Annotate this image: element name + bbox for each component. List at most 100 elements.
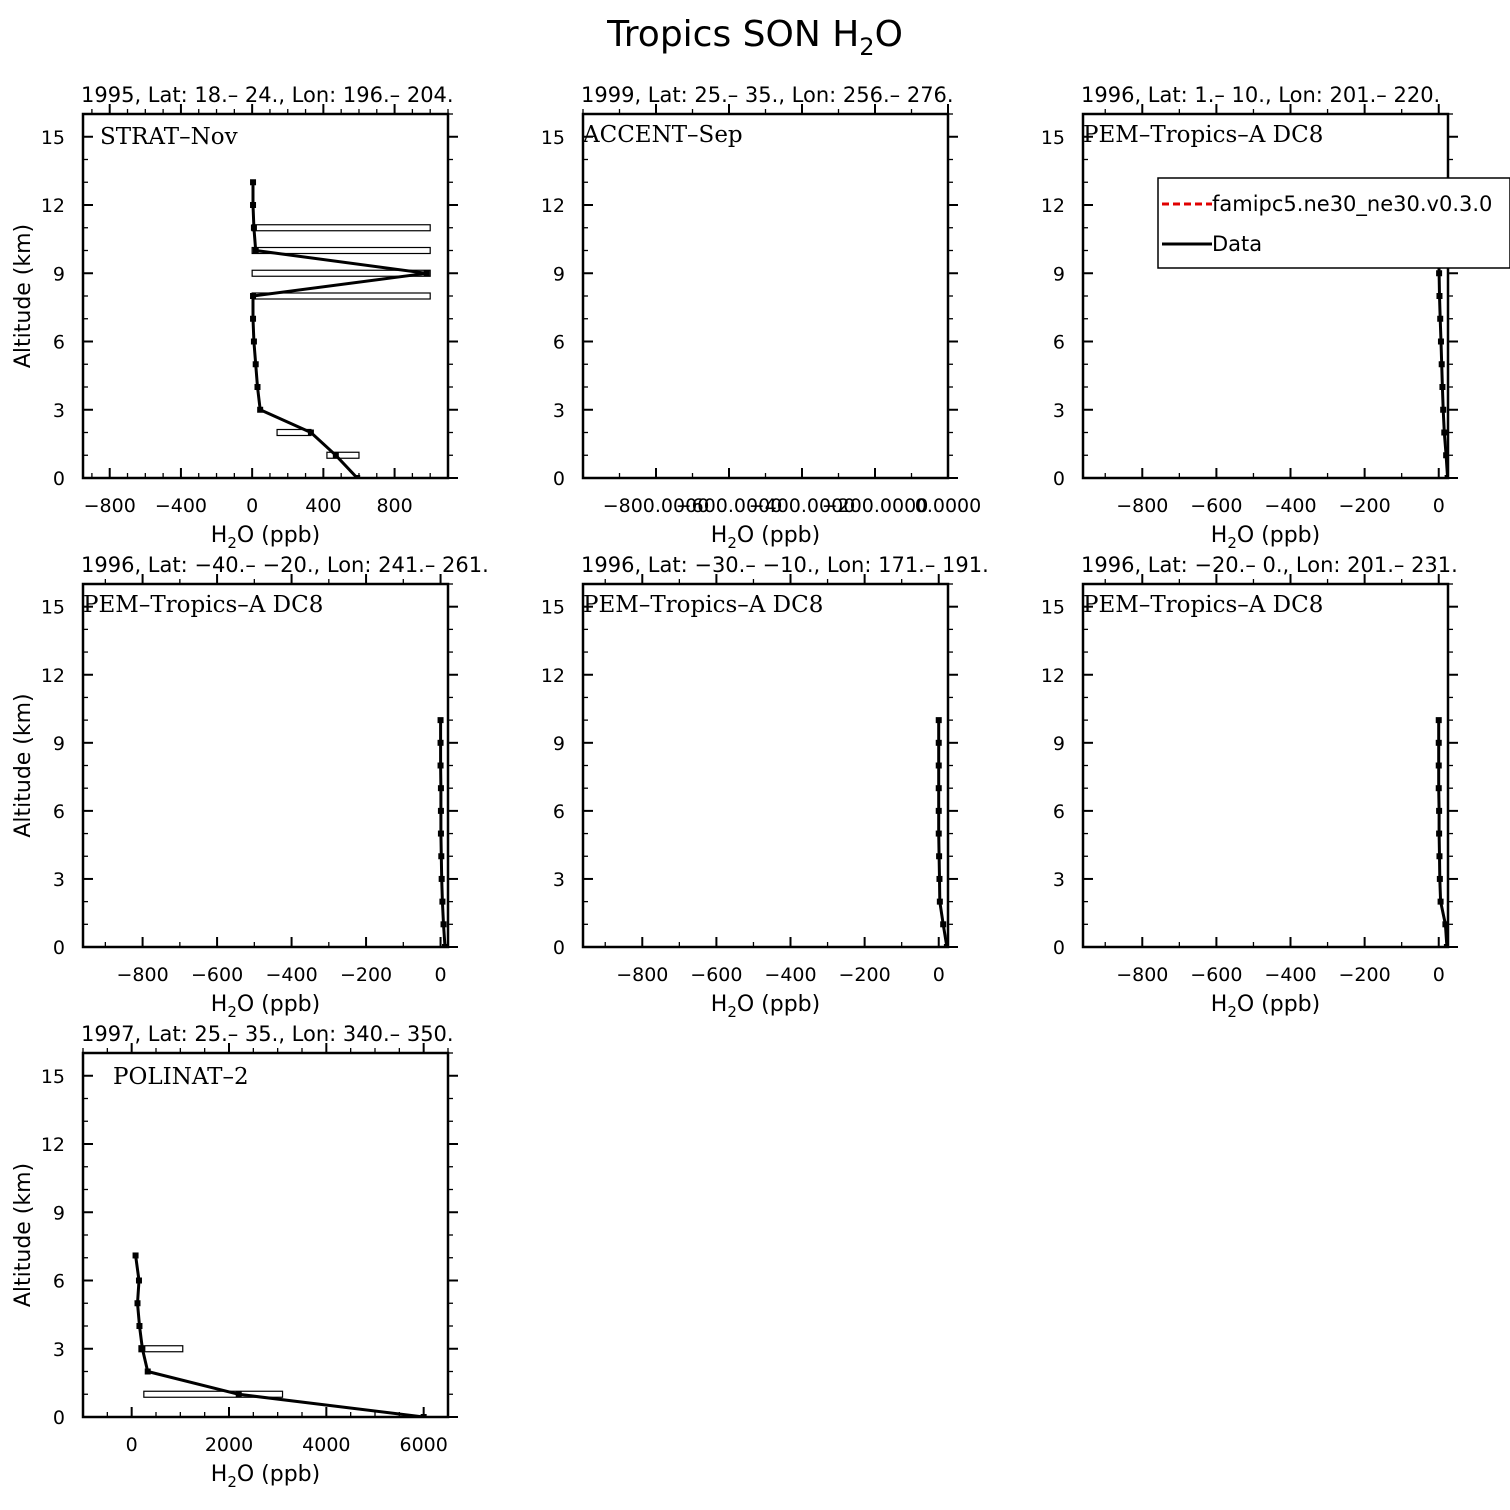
data-point [134, 1300, 141, 1307]
data-point [437, 830, 444, 837]
x-axis-label-part: O (ppb) [1237, 523, 1320, 548]
x-tick-label: 0 [246, 495, 258, 517]
campaign-label: ACCENT–Sep [582, 122, 743, 148]
data-point [438, 853, 445, 860]
x-tick-label: 0 [1433, 495, 1445, 517]
x-axis-label-part: H [1211, 992, 1228, 1017]
x-axis-label: H2O (ppb) [711, 992, 820, 1021]
panel-header: 1996, Lat: 1.– 10., Lon: 201.– 220. [1081, 83, 1440, 107]
data-line [134, 1255, 424, 1417]
plot-frame [581, 112, 950, 480]
x-axis-label: H2O (ppb) [711, 523, 820, 552]
x-tick-label: 0 [126, 1434, 138, 1456]
range-box [326, 451, 360, 459]
y-tick-label: 15 [541, 597, 565, 619]
legend-label-data: Data [1212, 232, 1262, 256]
y-tick-label: 6 [53, 332, 65, 354]
data-point [936, 853, 943, 860]
y-tick-label: 0 [53, 468, 65, 490]
data-layer [935, 717, 948, 947]
x-tick-label: −800 [1116, 495, 1168, 517]
y-tick-label: 3 [1053, 400, 1065, 422]
data-point [144, 1368, 151, 1375]
x-axis-label-subscript: 2 [1227, 534, 1237, 552]
x-axis-label-subscript: 2 [227, 1003, 237, 1021]
x-tick-label: −800 [1116, 964, 1168, 986]
y-tick-label: 9 [553, 263, 565, 285]
panel-header: 1999, Lat: 25.– 35., Lon: 256.– 276. [581, 83, 954, 107]
data-point [1442, 921, 1448, 928]
data-point [250, 293, 257, 299]
y-tick-label: 3 [53, 1339, 65, 1361]
data-point [1440, 406, 1447, 413]
y-tick-label: 9 [53, 733, 65, 755]
campaign-label: POLINAT–2 [113, 1064, 249, 1090]
x-axis-label: H2O (ppb) [1211, 523, 1320, 552]
data-point [1444, 475, 1448, 478]
panel-header: 1997, Lat: 25.– 35., Lon: 340.– 350. [81, 1022, 454, 1046]
range-box [251, 269, 431, 277]
x-axis-label-subscript: 2 [227, 534, 237, 552]
figure-title-main: Tropics SON H [606, 14, 859, 55]
y-tick-label: 6 [553, 801, 565, 823]
data-point [1443, 452, 1448, 459]
x-tick-label: −400 [764, 964, 816, 986]
data-point [440, 921, 447, 928]
data-point [439, 898, 446, 905]
y-axis-label: Altitude (km) [11, 1163, 36, 1307]
x-tick-label: −600 [1190, 495, 1242, 517]
y-tick-label: 15 [41, 127, 65, 149]
x-tick-label: 0 [1433, 964, 1445, 986]
x-tick-label: −600 [690, 964, 742, 986]
x-tick-label: 0.0000 [915, 495, 981, 517]
data-point [1435, 762, 1442, 769]
data-point [1436, 875, 1443, 882]
y-tick-label: 15 [541, 127, 565, 149]
panel-4: 1996, Lat: −40.– −20., Lon: 241.– 261. 0 3… [11, 553, 489, 1021]
y-tick-label: 12 [541, 195, 565, 217]
y-tick-label: 0 [553, 937, 565, 959]
legend-label-model: famipc5.ne30_ne30.v0.3.0 [1212, 192, 1492, 217]
x-tick-label: −600.0000 [676, 495, 783, 517]
y-tick-label: 0 [53, 937, 65, 959]
data-point [438, 875, 445, 882]
data-point [437, 717, 444, 724]
data-point [139, 1345, 146, 1352]
data-point [1441, 429, 1448, 436]
data-point [442, 944, 448, 947]
data-layer [132, 1252, 427, 1417]
data-point [437, 762, 444, 769]
y-axis-label: Altitude (km) [11, 224, 36, 368]
data-point [354, 475, 361, 478]
data-point [1437, 338, 1444, 345]
data-point [250, 315, 257, 322]
data-point [250, 338, 257, 345]
y-tick-label: 12 [41, 195, 65, 217]
data-point [943, 944, 948, 947]
panel-7: 1997, Lat: 25.– 35., Lon: 340.– 350. 0 3 6 9… [11, 1022, 458, 1491]
panel-header: 1996, Lat: −20.– 0., Lon: 201.– 231. [1081, 553, 1458, 577]
y-tick-label: 9 [53, 263, 65, 285]
x-tick-label: −200 [1339, 964, 1391, 986]
x-tick-label: 0 [933, 964, 945, 986]
x-tick-label: −200.0000 [822, 495, 929, 517]
x-axis-label-part: H [711, 523, 728, 548]
panel-5: 1996, Lat: −30.– −10., Lon: 171.– 191. 0 3… [541, 553, 989, 1021]
x-tick-label: −800.0000 [603, 495, 710, 517]
figure-title-tail: O [875, 14, 903, 55]
panel-header: 1996, Lat: −40.– −20., Lon: 241.– 261. [81, 553, 489, 577]
x-tick-label: −400 [1264, 964, 1316, 986]
data-point [936, 875, 943, 882]
campaign-label: PEM–Tropics–A DC8 [83, 592, 323, 618]
data-point [257, 406, 264, 413]
data-point [250, 179, 257, 186]
range-box [143, 1390, 284, 1398]
y-tick-label: 6 [53, 1271, 65, 1293]
panel-2: 1999, Lat: 25.– 35., Lon: 256.– 276. 0 3 6 9… [541, 83, 981, 552]
data-point [1437, 315, 1444, 322]
plot-frame [81, 582, 450, 949]
campaign-label: STRAT–Nov [100, 124, 238, 150]
data-layer [250, 179, 431, 478]
y-tick-label: 9 [553, 733, 565, 755]
